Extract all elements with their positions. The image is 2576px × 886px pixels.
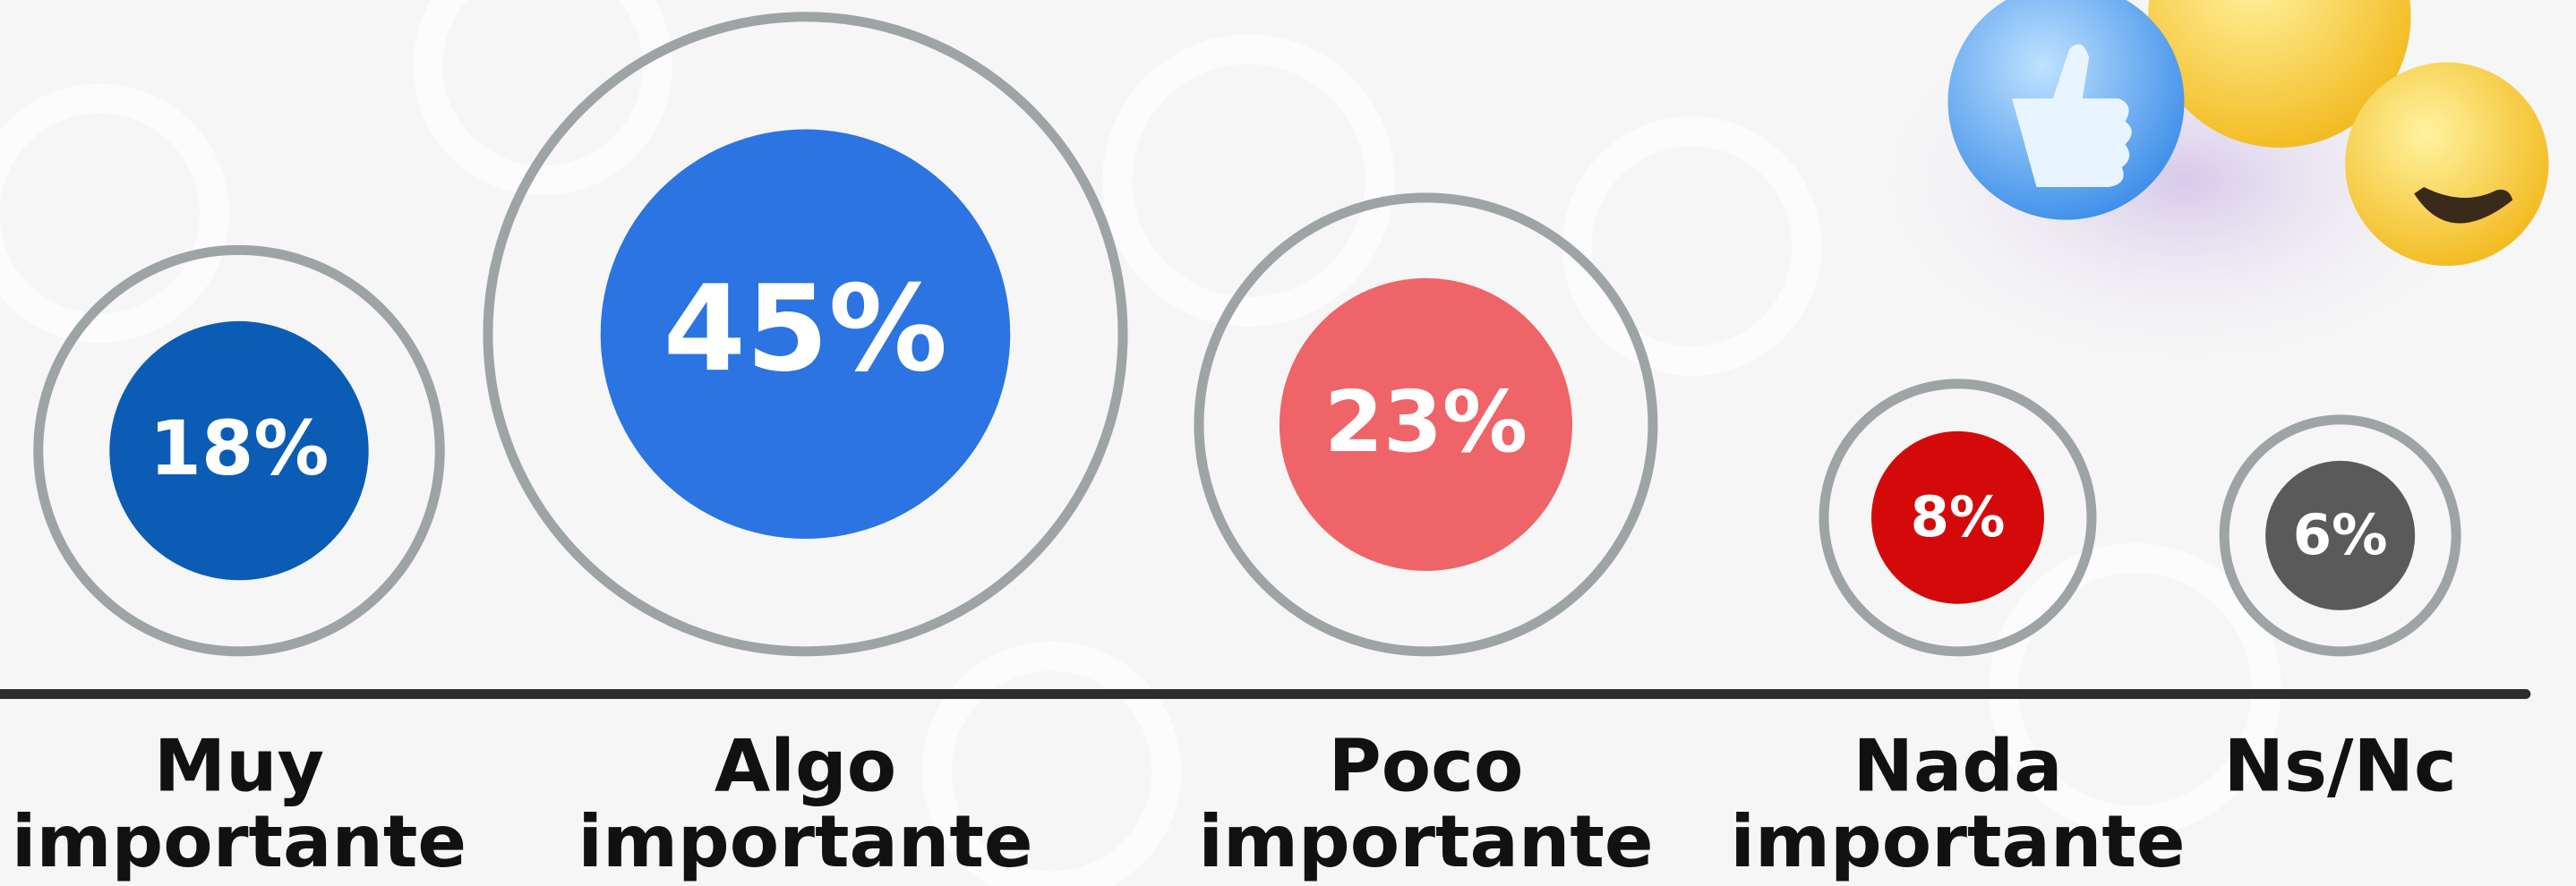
value-label: 45% — [663, 260, 948, 398]
emoji-decoration — [1856, 0, 2549, 378]
category-label: Ns/Nc — [2224, 725, 2457, 809]
chart: 18% Muyimportante 45% Algoimportante 23% Poco… — [0, 0, 2576, 886]
value-label: 23% — [1324, 373, 1528, 472]
value-label: 6% — [2293, 502, 2388, 567]
value-label: 8% — [1911, 484, 2006, 549]
page: 18% Muyimportante 45% Algoimportante 23% Poco… — [0, 0, 2576, 886]
value-label: 18% — [150, 405, 329, 492]
